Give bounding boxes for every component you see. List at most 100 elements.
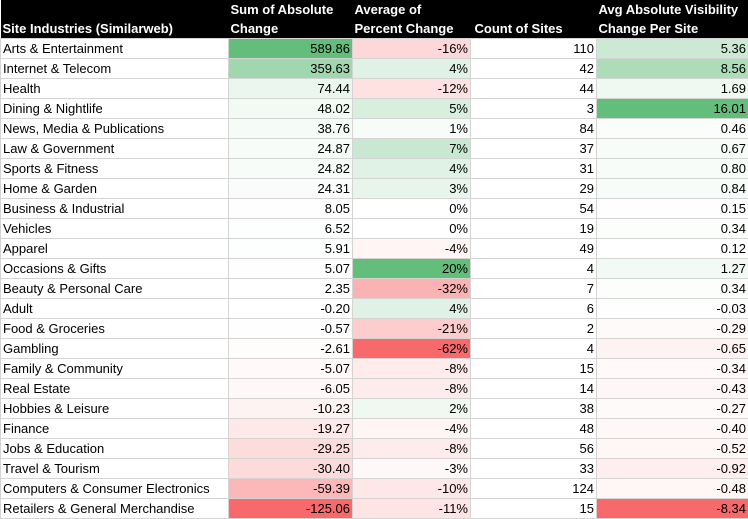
cell-count[interactable]: 37 xyxy=(471,139,597,159)
cell-sum-abs[interactable]: -5.07 xyxy=(229,359,353,379)
cell-avg-pct[interactable]: -11% xyxy=(353,499,471,519)
cell-sum-abs[interactable]: 359.63 xyxy=(229,59,353,79)
cell-avg-vis[interactable]: 1.69 xyxy=(597,79,748,99)
cell-avg-pct[interactable]: -21% xyxy=(353,319,471,339)
cell-count[interactable]: 2 xyxy=(471,319,597,339)
cell-sum-abs[interactable]: 38.76 xyxy=(229,119,353,139)
cell-sum-abs[interactable]: 2.35 xyxy=(229,279,353,299)
cell-count[interactable]: 15 xyxy=(471,359,597,379)
cell-industry[interactable]: Adult xyxy=(1,299,229,319)
cell-avg-vis[interactable]: -0.40 xyxy=(597,419,748,439)
cell-count[interactable]: 124 xyxy=(471,479,597,499)
cell-industry[interactable]: Retailers & General Merchandise xyxy=(1,499,229,519)
cell-avg-vis[interactable]: 0.12 xyxy=(597,239,748,259)
cell-sum-abs[interactable]: 589.86 xyxy=(229,39,353,59)
cell-count[interactable]: 4 xyxy=(471,259,597,279)
cell-industry[interactable]: Travel & Tourism xyxy=(1,459,229,479)
cell-sum-abs[interactable]: -29.25 xyxy=(229,439,353,459)
cell-industry[interactable]: Dining & Nightlife xyxy=(1,99,229,119)
cell-industry[interactable]: Home & Garden xyxy=(1,179,229,199)
cell-avg-pct[interactable]: -4% xyxy=(353,419,471,439)
cell-avg-pct[interactable]: -8% xyxy=(353,379,471,399)
cell-sum-abs[interactable]: -19.27 xyxy=(229,419,353,439)
cell-count[interactable]: 54 xyxy=(471,199,597,219)
cell-avg-pct[interactable]: 5% xyxy=(353,99,471,119)
cell-sum-abs[interactable]: 24.82 xyxy=(229,159,353,179)
cell-avg-pct[interactable]: 4% xyxy=(353,59,471,79)
cell-avg-vis[interactable]: -0.92 xyxy=(597,459,748,479)
cell-sum-abs[interactable]: 48.02 xyxy=(229,99,353,119)
cell-avg-pct[interactable]: 3% xyxy=(353,179,471,199)
cell-sum-abs[interactable]: 5.91 xyxy=(229,239,353,259)
cell-avg-pct[interactable]: 2% xyxy=(353,399,471,419)
cell-sum-abs[interactable]: 24.87 xyxy=(229,139,353,159)
cell-sum-abs[interactable]: 74.44 xyxy=(229,79,353,99)
cell-avg-vis[interactable]: -0.29 xyxy=(597,319,748,339)
cell-industry[interactable]: Sports & Fitness xyxy=(1,159,229,179)
cell-avg-pct[interactable]: 4% xyxy=(353,159,471,179)
cell-industry[interactable]: Arts & Entertainment xyxy=(1,39,229,59)
cell-industry[interactable]: Internet & Telecom xyxy=(1,59,229,79)
cell-avg-vis[interactable]: -0.52 xyxy=(597,439,748,459)
cell-sum-abs[interactable]: 24.31 xyxy=(229,179,353,199)
cell-sum-abs[interactable]: -125.06 xyxy=(229,499,353,519)
cell-count[interactable]: 14 xyxy=(471,379,597,399)
cell-count[interactable]: 29 xyxy=(471,179,597,199)
cell-industry[interactable]: Jobs & Education xyxy=(1,439,229,459)
cell-avg-pct[interactable]: -4% xyxy=(353,239,471,259)
cell-avg-pct[interactable]: -3% xyxy=(353,459,471,479)
cell-industry[interactable]: Hobbies & Leisure xyxy=(1,399,229,419)
cell-industry[interactable]: Occasions & Gifts xyxy=(1,259,229,279)
cell-count[interactable]: 31 xyxy=(471,159,597,179)
cell-avg-vis[interactable]: 16.01 xyxy=(597,99,748,119)
cell-industry[interactable]: Computers & Consumer Electronics xyxy=(1,479,229,499)
cell-sum-abs[interactable]: -0.20 xyxy=(229,299,353,319)
cell-industry[interactable]: Real Estate xyxy=(1,379,229,399)
cell-industry[interactable]: Business & Industrial xyxy=(1,199,229,219)
cell-avg-pct[interactable]: 0% xyxy=(353,199,471,219)
cell-industry[interactable]: Vehicles xyxy=(1,219,229,239)
cell-industry[interactable]: Health xyxy=(1,79,229,99)
cell-sum-abs[interactable]: -30.40 xyxy=(229,459,353,479)
cell-sum-abs[interactable]: 5.07 xyxy=(229,259,353,279)
cell-industry[interactable]: Gambling xyxy=(1,339,229,359)
cell-avg-pct[interactable]: -8% xyxy=(353,439,471,459)
cell-avg-vis[interactable]: 5.36 xyxy=(597,39,748,59)
cell-industry[interactable]: News, Media & Publications xyxy=(1,119,229,139)
cell-count[interactable]: 15 xyxy=(471,499,597,519)
cell-count[interactable]: 4 xyxy=(471,339,597,359)
cell-count[interactable]: 56 xyxy=(471,439,597,459)
cell-avg-pct[interactable]: -10% xyxy=(353,479,471,499)
cell-sum-abs[interactable]: 6.52 xyxy=(229,219,353,239)
cell-avg-vis[interactable]: 1.27 xyxy=(597,259,748,279)
cell-industry[interactable]: Apparel xyxy=(1,239,229,259)
cell-sum-abs[interactable]: -2.61 xyxy=(229,339,353,359)
cell-sum-abs[interactable]: -59.39 xyxy=(229,479,353,499)
cell-avg-pct[interactable]: 4% xyxy=(353,299,471,319)
cell-avg-vis[interactable]: -8.34 xyxy=(597,499,748,519)
cell-industry[interactable]: Law & Government xyxy=(1,139,229,159)
cell-count[interactable]: 3 xyxy=(471,99,597,119)
cell-sum-abs[interactable]: -10.23 xyxy=(229,399,353,419)
cell-count[interactable]: 49 xyxy=(471,239,597,259)
cell-count[interactable]: 48 xyxy=(471,419,597,439)
cell-industry[interactable]: Family & Community xyxy=(1,359,229,379)
cell-avg-vis[interactable]: 0.80 xyxy=(597,159,748,179)
cell-industry[interactable]: Food & Groceries xyxy=(1,319,229,339)
cell-avg-pct[interactable]: -8% xyxy=(353,359,471,379)
cell-count[interactable]: 84 xyxy=(471,119,597,139)
cell-avg-pct[interactable]: -12% xyxy=(353,79,471,99)
cell-avg-pct[interactable]: 1% xyxy=(353,119,471,139)
cell-avg-vis[interactable]: 0.34 xyxy=(597,279,748,299)
cell-count[interactable]: 44 xyxy=(471,79,597,99)
cell-avg-pct[interactable]: -62% xyxy=(353,339,471,359)
cell-count[interactable]: 110 xyxy=(471,39,597,59)
cell-avg-vis[interactable]: -0.43 xyxy=(597,379,748,399)
cell-industry[interactable]: Finance xyxy=(1,419,229,439)
cell-count[interactable]: 42 xyxy=(471,59,597,79)
cell-count[interactable]: 19 xyxy=(471,219,597,239)
cell-avg-vis[interactable]: 8.56 xyxy=(597,59,748,79)
cell-avg-pct[interactable]: -16% xyxy=(353,39,471,59)
